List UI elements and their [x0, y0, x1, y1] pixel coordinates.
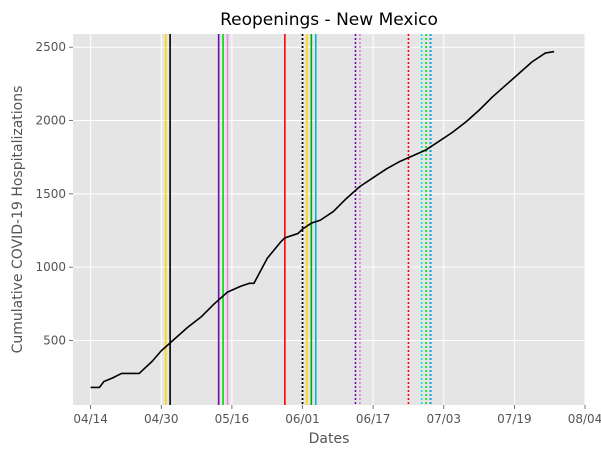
x-axis-label: Dates: [309, 431, 350, 447]
plot-background: [73, 34, 585, 405]
y-tick-label: 1000: [35, 260, 66, 274]
y-tick-label: 2000: [35, 114, 66, 128]
x-tick-label: 08/04: [568, 412, 601, 426]
y-tick-labels: 500 1000 1500 2000 2500: [35, 40, 73, 347]
x-tick-label: 06/17: [356, 412, 391, 426]
x-tick-label: 07/03: [426, 412, 461, 426]
y-tick-label: 500: [43, 333, 66, 347]
x-tick-label: 07/19: [497, 412, 532, 426]
x-tick-label: 04/14: [73, 412, 108, 426]
y-tick-label: 1500: [35, 187, 66, 201]
y-tick-label: 2500: [35, 40, 66, 54]
series-group: [90, 50, 555, 389]
x-tick-label: 06/01: [285, 412, 320, 426]
chart-title: Reopenings - New Mexico: [220, 10, 438, 30]
grid: [73, 34, 586, 405]
x-tick-label: 05/16: [215, 412, 250, 426]
series-line: [90, 50, 555, 389]
reopening-lines: [164, 34, 432, 405]
x-tick-labels: 04/14 04/30 05/16 06/01 06/17 07/03 07/19 08/04: [73, 405, 601, 426]
y-axis-label: Cumulative COVID-19 Hospitalizations: [10, 86, 26, 354]
x-tick-label: 04/30: [144, 412, 179, 426]
